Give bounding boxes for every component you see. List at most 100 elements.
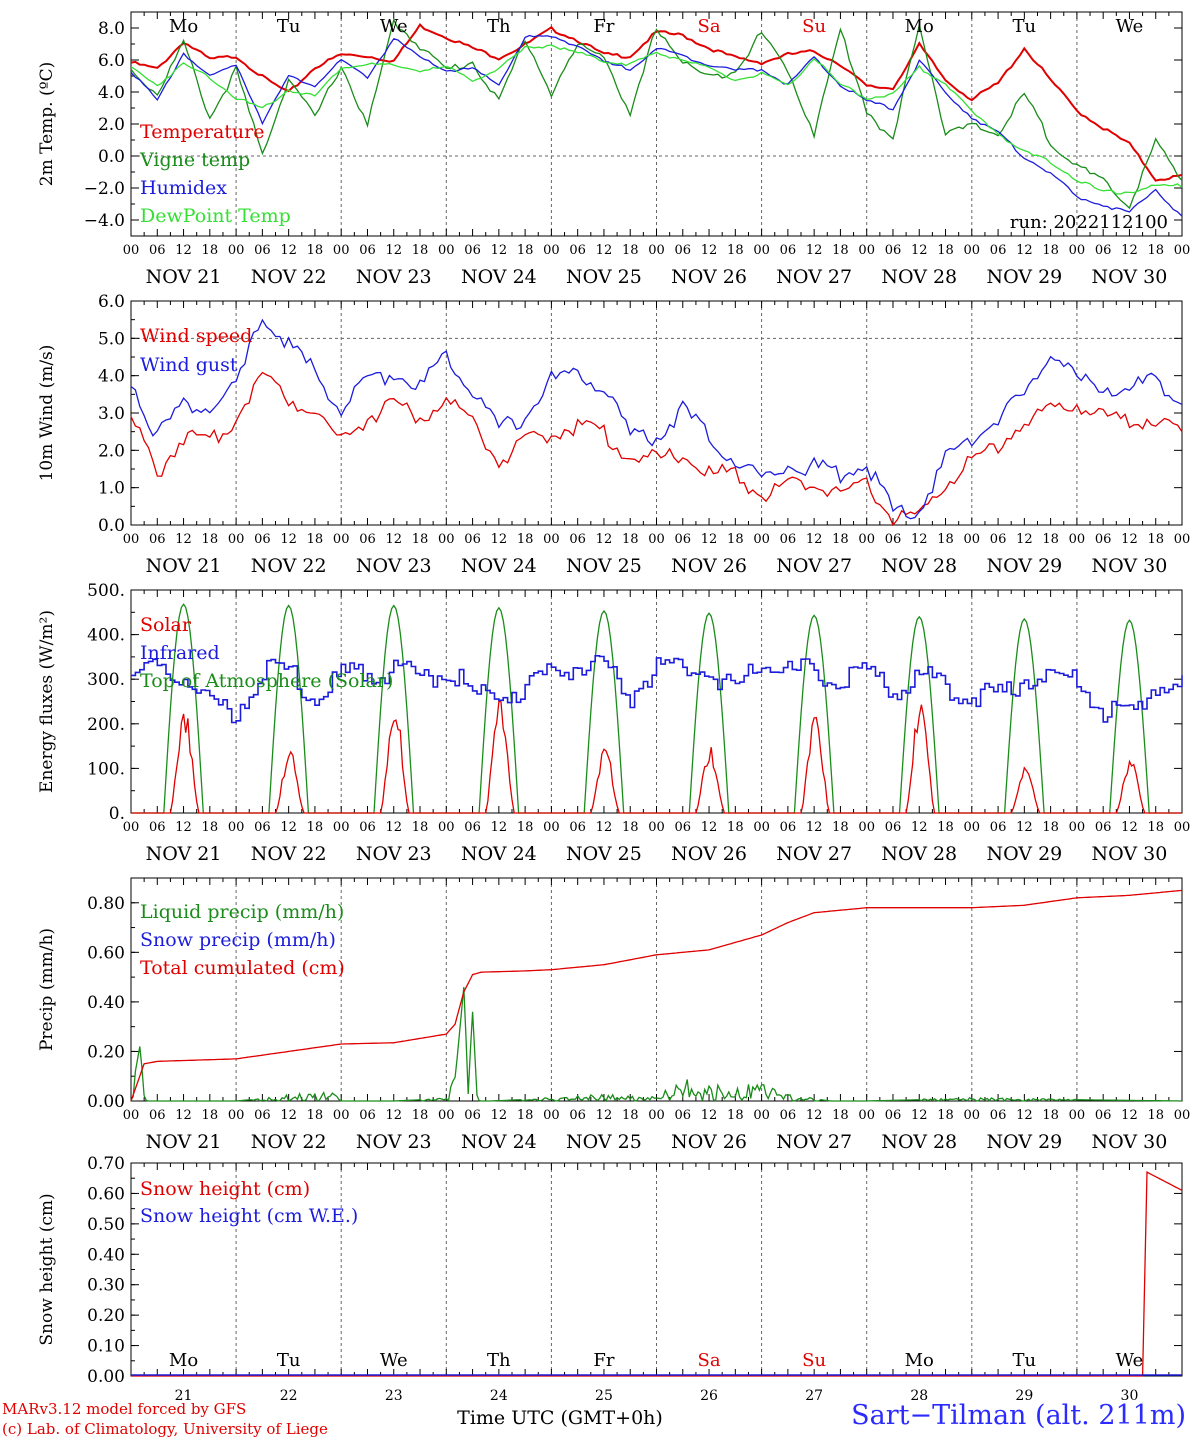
- legend-entry: Liquid precip (mm/h): [140, 901, 344, 923]
- hour-tick-label: 00: [228, 1108, 245, 1123]
- day-label: NOV 22: [251, 1131, 327, 1153]
- hour-tick-label: 18: [727, 820, 744, 835]
- series-line-2: [130, 889, 1183, 1102]
- hour-tick-label: 00: [333, 820, 350, 835]
- hour-tick-label: 18: [1147, 820, 1164, 835]
- hour-tick-label: 00: [858, 820, 875, 835]
- hour-tick-label: 00: [753, 820, 770, 835]
- hour-tick-label: 00: [1174, 820, 1191, 835]
- y-tick-label: 0.00: [87, 1092, 125, 1112]
- day-label: NOV 25: [566, 1131, 642, 1153]
- day-label: NOV 28: [881, 843, 957, 865]
- hour-tick-label: 06: [569, 243, 586, 258]
- hour-tick-label: 18: [412, 820, 429, 835]
- y-tick-label: 0.20: [87, 1042, 125, 1062]
- hour-tick-label: 12: [701, 820, 718, 835]
- x-axis-title: Time UTC (GMT+0h): [457, 1407, 663, 1429]
- day-label: NOV 27: [776, 1131, 852, 1153]
- day-label: NOV 25: [566, 266, 642, 288]
- weekday-label: Tu: [277, 1350, 301, 1371]
- hour-tick-label: 12: [175, 243, 192, 258]
- y-tick-label: 0.0: [98, 516, 125, 536]
- series-line-0: [130, 986, 1182, 1103]
- legend-entry: Snow height (cm W.E.): [140, 1205, 358, 1227]
- y-tick-label: −4.0: [84, 211, 125, 231]
- hour-tick-label: 12: [911, 820, 928, 835]
- day-label: NOV 23: [356, 555, 432, 577]
- hour-tick-label: 18: [1147, 1108, 1164, 1123]
- legend-entry: Top of Atmosphere (Solar): [140, 670, 393, 692]
- series-line-0: [130, 371, 1183, 527]
- legend-entry: Wind speed: [140, 325, 252, 347]
- day-label: NOV 25: [566, 555, 642, 577]
- series-line-1: [130, 18, 1183, 210]
- panel-frame: [130, 589, 1183, 814]
- legend-entry: Solar: [140, 614, 192, 636]
- hour-tick-label: 00: [964, 532, 981, 547]
- day-label: NOV 28: [881, 266, 957, 288]
- series-line-infrared: [131, 654, 1183, 724]
- panel-frame: [130, 300, 1183, 526]
- day-number-label: 23: [385, 1388, 403, 1404]
- hour-tick-label: 06: [254, 820, 271, 835]
- y-tick-label: 0.00: [87, 1367, 125, 1387]
- day-label: NOV 21: [146, 266, 222, 288]
- hour-tick-label: 12: [1016, 243, 1033, 258]
- day-number-label: 25: [595, 1388, 613, 1404]
- hour-tick-label: 18: [412, 1108, 429, 1123]
- hour-tick-label: 12: [385, 820, 402, 835]
- day-number-label: 27: [805, 1388, 823, 1404]
- y-tick-label: 8.0: [98, 19, 125, 39]
- hour-tick-label: 06: [149, 820, 166, 835]
- hour-tick-label: 18: [832, 1108, 849, 1123]
- day-number-label: 29: [1015, 1388, 1033, 1404]
- hour-tick-label: 00: [438, 243, 455, 258]
- hour-tick-label: 06: [990, 820, 1007, 835]
- hour-tick-label: 12: [596, 820, 613, 835]
- hour-tick-label: 12: [280, 820, 297, 835]
- hour-tick-label: 12: [491, 532, 508, 547]
- hour-tick-label: 12: [491, 243, 508, 258]
- weekday-label: Mo: [905, 1350, 934, 1371]
- legend-entry: Infrared: [140, 642, 220, 664]
- hour-tick-label: 06: [675, 243, 692, 258]
- hour-tick-label: 12: [596, 532, 613, 547]
- hour-tick-label: 12: [1016, 532, 1033, 547]
- hour-tick-label: 12: [911, 243, 928, 258]
- y-axis-title: 10m Wind (m/s): [37, 345, 57, 482]
- hour-tick-label: 06: [464, 820, 481, 835]
- hour-tick-label: 00: [333, 243, 350, 258]
- hour-tick-label: 00: [964, 1108, 981, 1123]
- hour-tick-label: 12: [385, 243, 402, 258]
- hour-tick-label: 00: [858, 532, 875, 547]
- station-name: Sart−Tilman (alt. 211m): [851, 1400, 1186, 1431]
- weekday-label: Su: [802, 16, 826, 37]
- weekday-label: Tu: [1013, 1350, 1037, 1371]
- hour-tick-label: 00: [753, 1108, 770, 1123]
- hour-tick-label: 18: [517, 820, 534, 835]
- day-label: NOV 22: [251, 843, 327, 865]
- y-tick-label: 3.0: [98, 404, 125, 424]
- hour-tick-label: 00: [438, 532, 455, 547]
- hour-tick-label: 12: [175, 532, 192, 547]
- y-tick-label: 5.0: [98, 329, 125, 349]
- hour-tick-label: 00: [333, 1108, 350, 1123]
- weekday-label: We: [1116, 16, 1144, 37]
- legend-entry: Snow height (cm): [140, 1178, 310, 1200]
- hour-tick-label: 12: [175, 1108, 192, 1123]
- hour-tick-label: 06: [464, 1108, 481, 1123]
- hour-tick-label: 00: [1174, 532, 1191, 547]
- day-label: NOV 24: [461, 266, 537, 288]
- credit-line-2: (c) Lab. of Climatology, University of L…: [2, 1420, 328, 1438]
- hour-tick-label: 12: [701, 532, 718, 547]
- y-tick-label: 6.0: [98, 292, 125, 312]
- hour-tick-label: 06: [675, 820, 692, 835]
- day-label: NOV 26: [671, 843, 747, 865]
- hour-tick-label: 00: [1174, 1108, 1191, 1123]
- hour-tick-label: 18: [1147, 532, 1164, 547]
- hour-tick-label: 12: [385, 1108, 402, 1123]
- y-axis-title: 2m Temp. (ºC): [37, 62, 57, 187]
- hour-tick-label: 06: [675, 532, 692, 547]
- day-label: NOV 27: [776, 843, 852, 865]
